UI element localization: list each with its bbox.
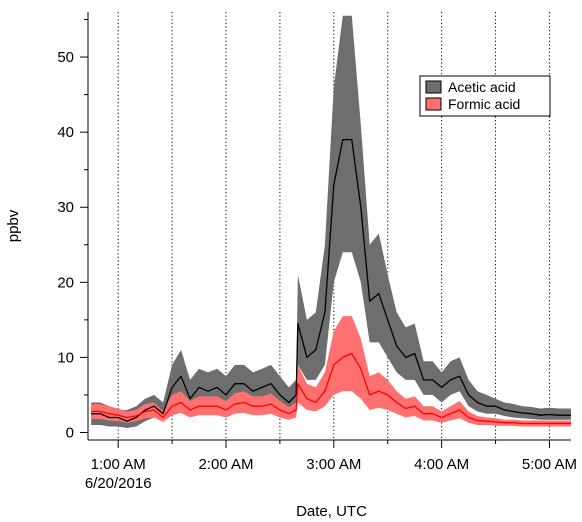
legend-label: Acetic acid [448, 79, 516, 95]
y-tick-label: 40 [57, 124, 74, 141]
y-tick-label: 50 [57, 49, 74, 66]
legend-box [419, 75, 551, 117]
y-tick-label: 20 [57, 274, 74, 291]
x-tick-sublabel: 6/20/2016 [85, 475, 152, 492]
legend-swatch [425, 97, 442, 111]
y-tick-label: 30 [57, 199, 74, 216]
x-tick-label: 1:00 AM [91, 456, 146, 473]
x-axis-label: Date, UTC [296, 503, 367, 520]
y-tick-label: 10 [57, 349, 74, 366]
x-tick-label: 5:00 AM [522, 456, 577, 473]
series-lines [91, 138, 571, 425]
legend-label: Formic acid [448, 96, 520, 112]
x-tick-label: 3:00 AM [306, 456, 361, 473]
x-tick-label: 4:00 AM [414, 456, 469, 473]
y-tick-label: 0 [66, 424, 74, 441]
line-series-1 [91, 138, 571, 422]
y-axis-label: ppbv [5, 209, 22, 242]
axes: 0 10 20 30 40 50 1:00 AM 6/20/2016 2:00 AM 3:00 A… [57, 12, 577, 492]
line-series-2 [91, 352, 571, 425]
legend-swatch [425, 80, 442, 94]
x-tick-label: 2:00 AM [198, 456, 253, 473]
